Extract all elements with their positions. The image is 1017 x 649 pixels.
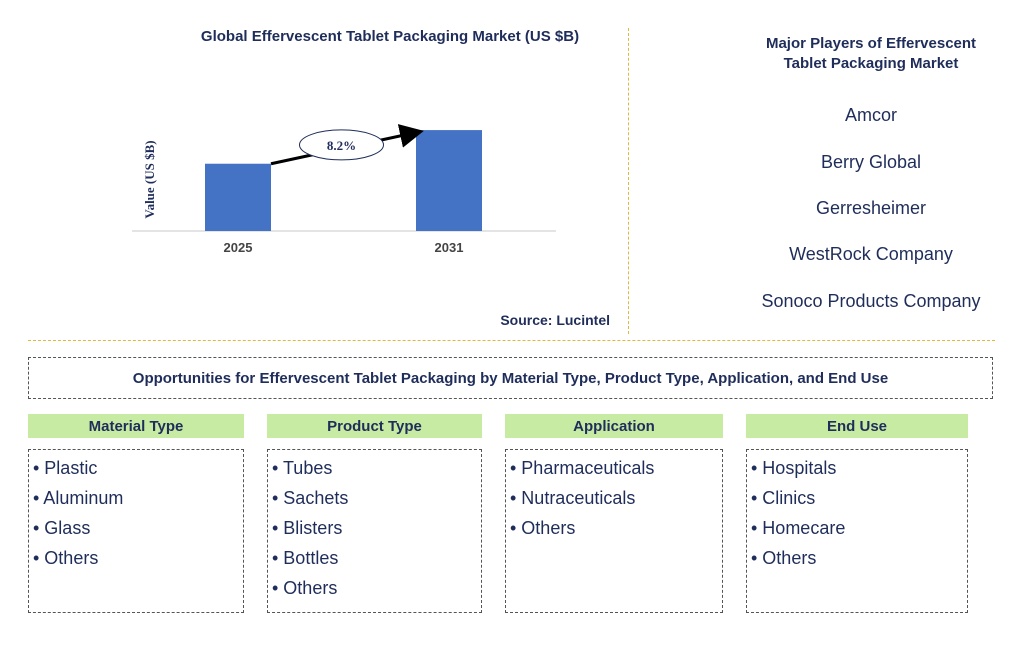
application-list: • Pharmaceuticals • Nutraceuticals • Oth… xyxy=(505,449,723,613)
list-item: • Homecare xyxy=(751,518,846,538)
player-westrock: WestRock Company xyxy=(789,244,953,264)
product-type-list: • Tubes • Sachets • Blisters • Bottles •… xyxy=(267,449,482,613)
list-item: • Pharmaceuticals xyxy=(510,458,655,478)
x-tick-label: 2025 xyxy=(224,240,253,255)
bar-2025 xyxy=(205,163,271,231)
list-item: • Others xyxy=(751,548,817,568)
end-use-header: End Use xyxy=(746,414,968,438)
vertical-divider xyxy=(628,28,629,334)
player-amcor: Amcor xyxy=(844,105,897,125)
list-item: • Nutraceuticals xyxy=(510,488,636,508)
players-title-line2: Tablet Packaging Market xyxy=(783,55,959,72)
list-item: • Others xyxy=(272,578,338,598)
application-header: Application xyxy=(505,414,723,438)
list-item: • Clinics xyxy=(751,488,816,508)
list-item: • Bottles xyxy=(272,548,339,568)
y-axis-label: Value (US $B) xyxy=(142,140,157,218)
cagr-label: 8.2% xyxy=(327,138,356,153)
material-type-list: • Plastic • Aluminum • Glass • Others xyxy=(28,449,244,613)
list-item: • Others xyxy=(33,548,99,568)
list-item: • Sachets xyxy=(272,488,349,508)
list-item: • Others xyxy=(510,518,576,538)
cagr-ellipse xyxy=(299,129,384,161)
bar-chart: Value (US $B) 2025 2031 8.2% xyxy=(132,124,556,255)
players-title: Major Players of Effervescent Tablet Pac… xyxy=(740,34,1002,74)
product-type-header: Product Type xyxy=(267,414,482,438)
players-title-line1: Major Players of Effervescent xyxy=(765,35,977,52)
end-use-list: • Hospitals • Clinics • Homecare • Other… xyxy=(746,449,968,613)
list-item: • Plastic xyxy=(33,458,98,478)
list-item: • Glass xyxy=(33,518,91,538)
material-type-header: Material Type xyxy=(28,414,244,438)
player-berry-global: Berry Global xyxy=(820,152,922,172)
source-label: Source: Lucintel xyxy=(500,312,610,328)
list-item: • Blisters xyxy=(272,518,343,538)
x-tick-label: 2031 xyxy=(435,240,464,255)
horizontal-divider xyxy=(28,340,995,341)
opportunities-title: Opportunities for Effervescent Tablet Pa… xyxy=(28,357,993,399)
player-gerresheimer: Gerresheimer xyxy=(815,198,927,218)
bar-2031 xyxy=(416,130,482,231)
chart-title: Global Effervescent Tablet Packaging Mar… xyxy=(200,28,580,45)
player-sonoco: Sonoco Products Company xyxy=(761,291,981,311)
list-item: • Hospitals xyxy=(751,458,837,478)
list-item: • Aluminum xyxy=(33,488,124,508)
list-item: • Tubes xyxy=(272,458,333,478)
